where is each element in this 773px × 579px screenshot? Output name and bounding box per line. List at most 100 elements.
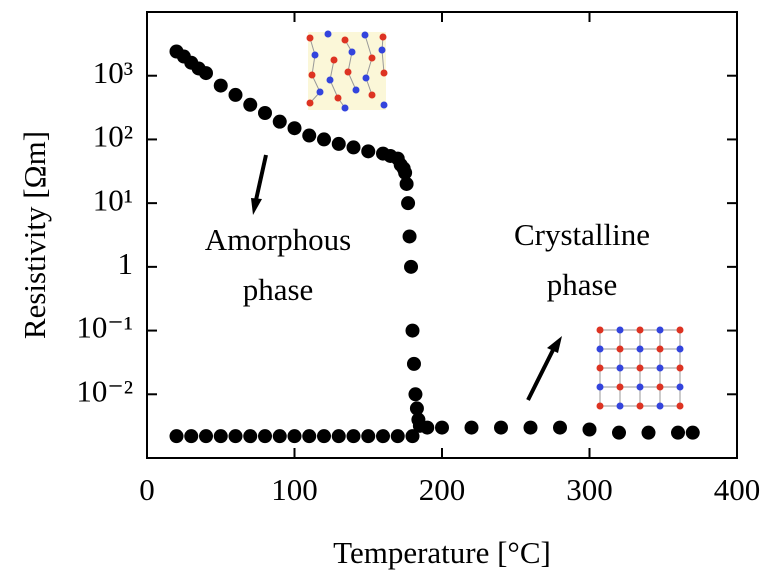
data-point	[404, 259, 419, 274]
y-tick-label: 10²	[93, 119, 133, 154]
x-tick-label: 400	[714, 472, 761, 507]
atom	[361, 31, 369, 39]
data-point	[435, 420, 449, 435]
data-point	[258, 105, 272, 120]
data-point	[641, 425, 656, 440]
x-tick-label: 0	[139, 472, 155, 507]
x-tick-label: 200	[419, 472, 466, 507]
data-point	[494, 420, 508, 435]
data-point	[169, 429, 184, 444]
data-point	[408, 387, 423, 402]
x-tick-label: 100	[271, 472, 318, 507]
data-point	[213, 78, 228, 93]
data-point	[398, 165, 413, 180]
bond	[381, 49, 385, 74]
atom	[596, 402, 604, 410]
bond	[364, 34, 373, 59]
atom	[362, 74, 370, 82]
atom	[656, 326, 664, 334]
y-tick-label: 10⁻¹	[76, 310, 133, 345]
data-point	[213, 429, 228, 444]
annotation: Crystalline	[514, 217, 650, 252]
annotation: Amorphous	[205, 222, 351, 257]
data-point	[228, 429, 243, 444]
atom	[656, 402, 664, 410]
atom	[348, 48, 356, 56]
y-tick-label: 10⁻²	[76, 373, 133, 408]
atom	[616, 402, 624, 410]
data-point	[287, 429, 302, 444]
atom	[341, 104, 349, 112]
arrow-head	[251, 198, 262, 215]
data-point	[523, 420, 538, 435]
atom	[616, 364, 624, 372]
data-point	[243, 429, 258, 444]
data-point	[287, 121, 302, 136]
data-point	[228, 87, 243, 102]
data-point	[302, 128, 317, 143]
lattice-icons	[306, 30, 684, 410]
atom	[330, 56, 338, 64]
atom	[334, 94, 342, 102]
arrow	[254, 154, 268, 201]
atom	[676, 326, 684, 334]
atom	[368, 54, 376, 62]
atom	[676, 345, 684, 353]
data-point	[346, 429, 361, 444]
y-tick-label: 1	[118, 246, 134, 281]
atom	[596, 383, 604, 391]
atom	[596, 326, 604, 334]
data-point	[402, 229, 417, 244]
y-tick-label: 10³	[93, 55, 133, 90]
atom	[636, 402, 644, 410]
data-point	[243, 97, 258, 112]
data-point	[346, 140, 361, 155]
atom	[676, 364, 684, 372]
atom	[324, 30, 332, 38]
atom	[341, 36, 349, 44]
data-point	[331, 429, 346, 444]
data-point	[361, 429, 376, 444]
atom	[636, 326, 644, 334]
atom	[636, 364, 644, 372]
y-tick-label: 10¹	[93, 182, 133, 217]
data-point	[420, 420, 435, 435]
data-point	[361, 144, 376, 159]
atom	[378, 46, 386, 54]
data-point	[272, 114, 287, 129]
atom	[656, 345, 664, 353]
annotation: phase	[547, 267, 618, 302]
atom	[326, 76, 334, 84]
arrow-head	[547, 336, 562, 353]
atom	[616, 326, 624, 334]
data-point	[582, 422, 597, 437]
data-point	[199, 429, 213, 444]
data-point	[553, 420, 567, 435]
atom	[596, 345, 604, 353]
atom	[368, 91, 376, 99]
data-point	[302, 429, 317, 444]
data-point	[376, 429, 390, 444]
data-point	[685, 425, 700, 440]
data-point	[272, 429, 287, 444]
atom	[676, 402, 684, 410]
data-point	[390, 429, 405, 444]
data-point	[401, 196, 416, 211]
data-point	[199, 66, 213, 81]
atom	[380, 101, 388, 109]
atom	[656, 364, 664, 372]
data-point	[405, 323, 420, 338]
data-point	[671, 425, 685, 440]
atom	[616, 383, 624, 391]
atom	[306, 34, 314, 42]
arrow	[526, 349, 555, 401]
atom	[616, 345, 624, 353]
data-point	[405, 429, 420, 444]
x-tick-label: 300	[566, 472, 613, 507]
data-point	[612, 425, 626, 440]
y-axis-label: Resistivity [Ωm]	[17, 131, 52, 339]
atom	[352, 86, 360, 94]
atom	[308, 71, 316, 79]
data-point	[406, 356, 421, 371]
data-point	[464, 420, 479, 435]
